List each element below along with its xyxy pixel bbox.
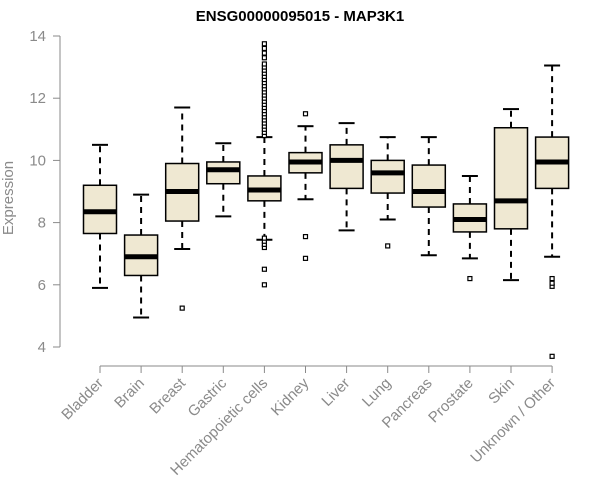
box-gastric	[206, 142, 241, 218]
y-tick-label: 8	[38, 215, 46, 232]
outlier-point	[261, 50, 267, 56]
box-brain	[123, 193, 159, 319]
outlier-point	[549, 353, 555, 359]
outlier-point	[467, 275, 473, 282]
outlier-point	[302, 255, 309, 261]
x-tick-label: Skin	[485, 375, 518, 408]
box-skin	[493, 108, 529, 282]
x-tick-label: Lung	[359, 375, 395, 411]
box-iqr	[206, 161, 241, 185]
outlier-point	[261, 266, 267, 272]
x-tick-label: Prostate	[425, 375, 477, 427]
x-tick-label: Liver	[318, 375, 353, 410]
box-prostate	[452, 174, 488, 282]
outlier-point	[261, 235, 267, 241]
outlier-point	[549, 275, 555, 282]
outlier-point	[302, 111, 309, 117]
box-bladder	[82, 143, 118, 289]
outlier-point	[549, 280, 555, 286]
boxes-group	[82, 41, 570, 359]
box-iqr	[370, 159, 405, 194]
box-kidney	[288, 111, 323, 261]
box-unknown-other	[534, 64, 570, 359]
y-axis-label: Expression	[0, 161, 17, 235]
outlier-point	[385, 243, 391, 249]
outlier-point	[179, 305, 185, 311]
y-tick-label: 14	[29, 28, 46, 45]
outlier-point	[261, 61, 267, 67]
box-iqr	[329, 144, 364, 190]
y-tick-label: 4	[38, 339, 46, 356]
y-tick-label: 10	[29, 152, 46, 169]
box-lung	[370, 136, 405, 249]
chart-title: ENSG00000095015 - MAP3K1	[195, 8, 405, 25]
x-tick-label: Brain	[111, 375, 148, 412]
x-tick-label: Bladder	[58, 375, 107, 424]
box-liver	[329, 122, 364, 232]
box-hematopoietic-cells	[247, 41, 282, 288]
y-axis: 4 6 8 10 12 14	[29, 28, 61, 356]
outlier-point	[261, 41, 267, 47]
box-iqr	[493, 126, 529, 230]
box-pancreas	[411, 136, 447, 257]
x-tick-label: Breast	[146, 374, 189, 417]
outlier-point	[261, 282, 267, 288]
outlier-point	[261, 45, 267, 52]
box-iqr	[411, 164, 447, 208]
y-tick-label: 12	[29, 90, 46, 107]
outlier-point	[302, 233, 309, 240]
box-breast	[164, 106, 200, 311]
outlier-point	[261, 55, 267, 61]
x-tick-label: Kidney	[268, 374, 313, 419]
y-tick-label: 6	[38, 277, 46, 294]
